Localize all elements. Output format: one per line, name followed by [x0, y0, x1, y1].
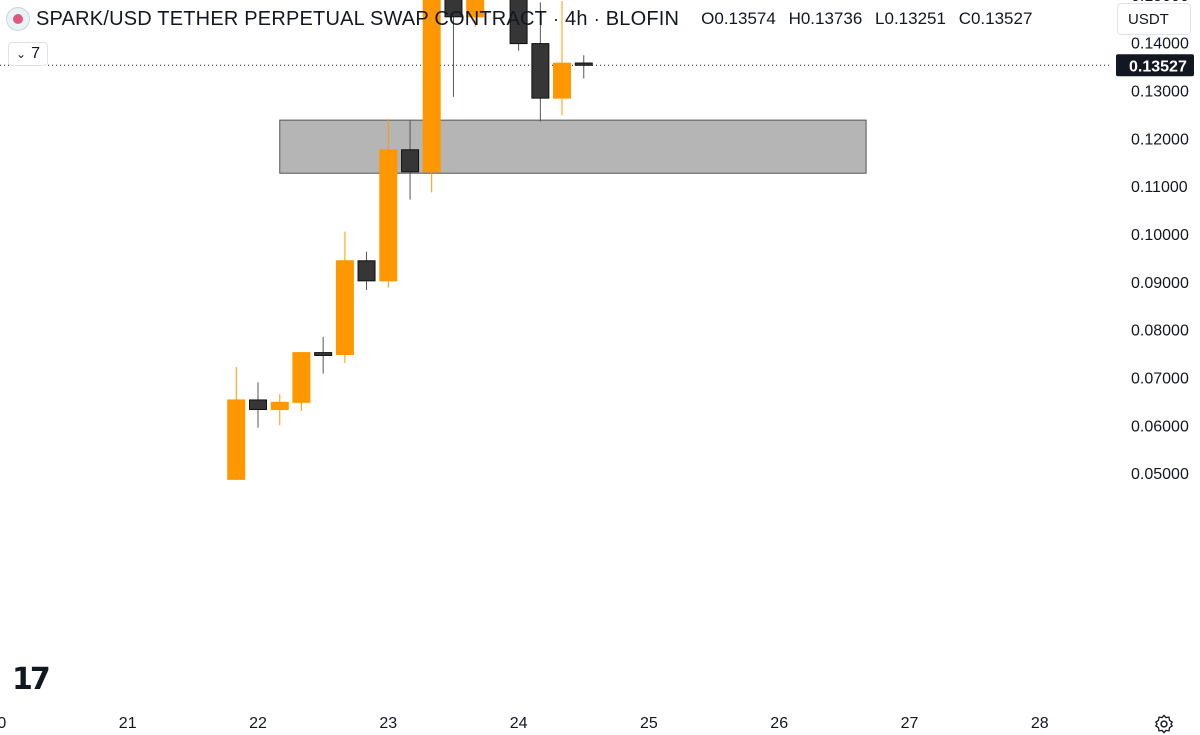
low-label: L: [875, 9, 885, 28]
candle-body: [357, 260, 376, 282]
candle-body: [552, 62, 571, 99]
price-axis[interactable]: 0.05000 0.06000 0.07000 0.08000 0.09000 0.100…: [1116, 0, 1194, 483]
candle[interactable]: [249, 382, 267, 428]
candle-body: [531, 43, 550, 99]
price-tick-label: 0.15000: [1131, 0, 1189, 5]
price-tick-label: 0.07000: [1131, 370, 1189, 387]
high-label: H: [788, 9, 801, 28]
price-tick-label: 0.06000: [1131, 418, 1189, 435]
ohlc-readout: O0.13574 H0.13736 L0.13251 C0.13527: [693, 9, 1032, 29]
candle[interactable]: [444, 0, 463, 97]
open-label: O: [701, 9, 715, 28]
tradingview-logo[interactable]: 17: [12, 662, 51, 697]
price-tick-label: 0.13000: [1131, 83, 1189, 100]
candle[interactable]: [292, 352, 311, 411]
last-price-badge: [1116, 54, 1194, 77]
time-tick-label: 26: [770, 715, 788, 732]
price-tick-label: 0.10000: [1131, 227, 1189, 244]
candle-body: [379, 149, 398, 282]
support-zone-rect[interactable]: [279, 119, 867, 174]
exchange-label: BLOFIN: [605, 7, 680, 30]
time-axis[interactable]: 20 21 22 23 24 25 26 27 28: [0, 715, 1049, 732]
close-label: C: [958, 9, 971, 28]
price-tick-label: 0.09000: [1131, 275, 1189, 292]
candle[interactable]: [401, 120, 420, 200]
time-tick-label: 22: [249, 715, 267, 732]
candle[interactable]: [574, 55, 593, 79]
time-tick-label: 27: [901, 715, 919, 732]
candle-body: [422, 0, 441, 173]
time-tick-label: 21: [119, 715, 137, 732]
gear-icon[interactable]: [1153, 713, 1175, 735]
indicators-toggle-button[interactable]: ⌄ 7: [8, 42, 48, 66]
candle[interactable]: [227, 366, 246, 480]
time-tick-label: 20: [0, 715, 6, 732]
price-tick-label: 0.11000: [1131, 179, 1188, 196]
candle[interactable]: [379, 119, 398, 288]
candle-body: [270, 401, 289, 411]
candle-body: [444, 0, 463, 18]
candle[interactable]: [357, 251, 376, 290]
symbol-logo-icon: [6, 7, 30, 31]
candle-body: [227, 399, 246, 480]
close-value: 0.13527: [970, 9, 1033, 28]
candle[interactable]: [335, 231, 354, 364]
price-tick-label: 0.05000: [1131, 466, 1189, 483]
candle-body: [314, 352, 333, 356]
symbol-title[interactable]: SPARK/USD TETHER PERPETUAL SWAP CONTRACT: [36, 7, 548, 30]
candle[interactable]: [422, 0, 441, 193]
candle[interactable]: [270, 394, 289, 426]
candle-body: [574, 62, 593, 66]
title-separator: ·: [553, 8, 560, 29]
chart-header: SPARK/USD TETHER PERPETUAL SWAP CONTRACT…: [6, 4, 1032, 34]
chevron-down-icon: ⌄: [16, 47, 27, 61]
candle[interactable]: [466, 0, 485, 27]
price-tick-label: 0.14000: [1131, 36, 1189, 53]
candle-body: [401, 149, 420, 173]
candle[interactable]: [509, 0, 528, 51]
currency-button[interactable]: USDT: [1117, 3, 1191, 35]
candles-layer: [227, 0, 593, 480]
candle-body: [335, 260, 354, 356]
time-tick-label: 23: [379, 715, 397, 732]
candle[interactable]: [531, 2, 550, 122]
indicators-count: 7: [31, 45, 40, 62]
price-tick-label: 0.08000: [1131, 323, 1189, 340]
candle[interactable]: [552, 1, 571, 116]
high-value: 0.13736: [800, 9, 863, 28]
time-tick-label: 28: [1031, 715, 1049, 732]
candle-body: [466, 0, 485, 18]
zones-layer: [279, 119, 867, 174]
time-tick-label: 25: [640, 715, 658, 732]
time-tick-label: 24: [510, 715, 528, 732]
candle[interactable]: [314, 336, 333, 374]
low-value: 0.13251: [884, 9, 946, 28]
open-value: 0.13574: [714, 9, 776, 28]
candle-body: [509, 0, 528, 45]
title-separator: ·: [593, 8, 600, 29]
candle-body: [292, 352, 311, 403]
candle-body: [249, 399, 267, 411]
interval-label[interactable]: 4h: [565, 7, 588, 30]
price-tick-label: 0.12000: [1131, 131, 1189, 148]
last-price-label: 0.13527: [1129, 58, 1187, 75]
